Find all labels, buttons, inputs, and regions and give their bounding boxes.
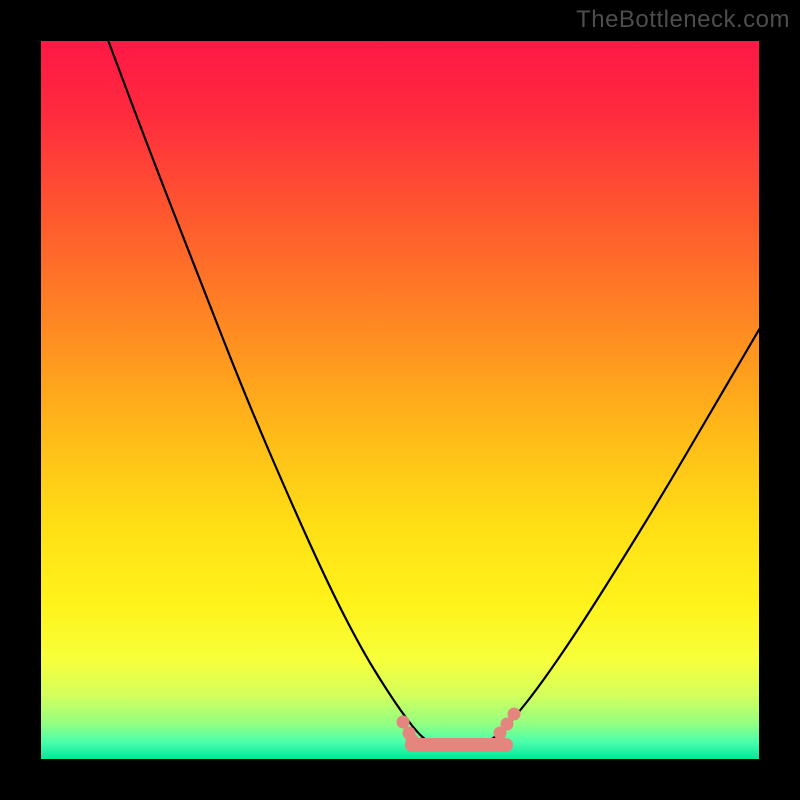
chart-svg bbox=[0, 0, 800, 800]
marker-dot bbox=[406, 734, 419, 747]
marker-dot bbox=[508, 708, 521, 721]
stage: TheBottleneck.com bbox=[0, 0, 800, 800]
watermark-text: TheBottleneck.com bbox=[576, 6, 790, 34]
marker-dot bbox=[397, 716, 410, 729]
